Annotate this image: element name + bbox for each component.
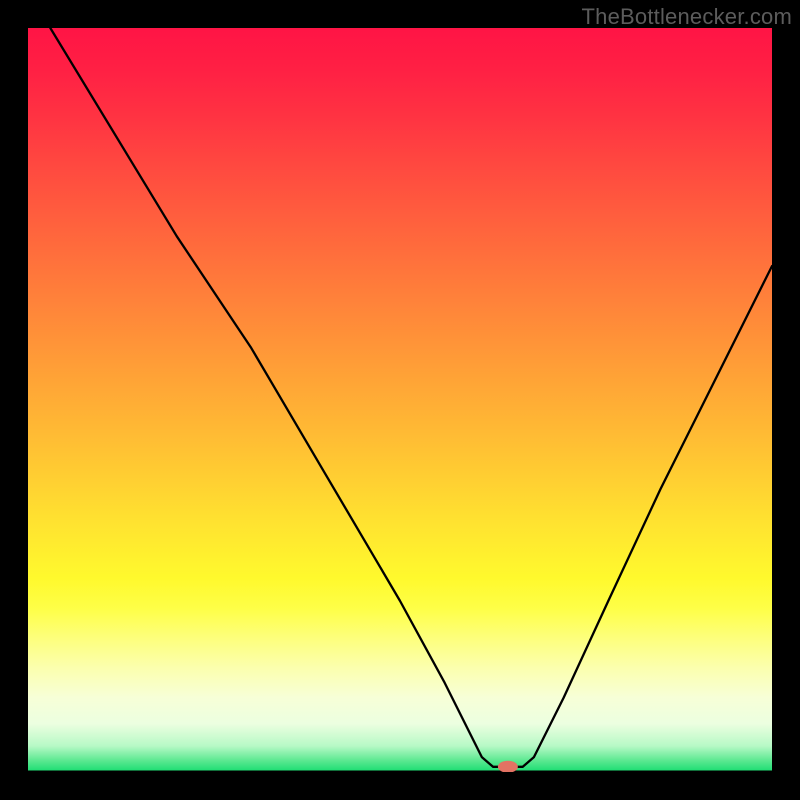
chart-svg — [28, 28, 772, 772]
plot-area — [28, 28, 772, 772]
watermark-label: TheBottlenecker.com — [582, 4, 792, 30]
gradient-background — [28, 28, 772, 772]
chart-container: TheBottlenecker.com — [0, 0, 800, 800]
